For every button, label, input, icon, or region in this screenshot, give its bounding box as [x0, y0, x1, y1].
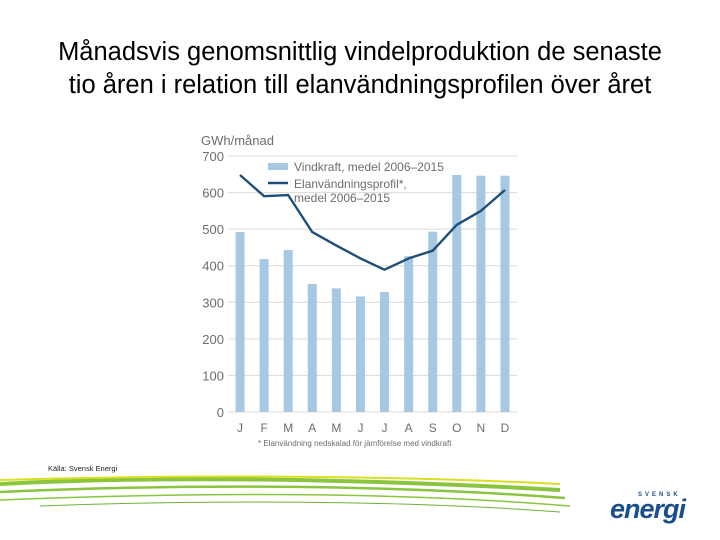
x-tick-label: J — [237, 421, 243, 435]
consumption-line — [239, 174, 506, 271]
bar — [259, 259, 269, 412]
x-tick-label: S — [429, 421, 437, 435]
bar — [235, 232, 245, 412]
chart-footnote: * Elanvändning nedskalad för jämförelse … — [258, 439, 452, 448]
bar — [283, 249, 293, 412]
bar — [452, 175, 462, 412]
legend-swatch-wind — [268, 163, 288, 170]
y-tick-label: 200 — [202, 332, 224, 347]
decorative-swoosh — [0, 475, 571, 513]
x-tick-label: F — [260, 421, 267, 435]
y-tick-label: 100 — [202, 368, 224, 383]
y-tick-label: 0 — [217, 405, 224, 420]
slide-title-line-1: Månadsvis genomsnittlig vindelproduktion… — [58, 38, 662, 66]
bar — [355, 296, 365, 412]
x-tick-label: N — [477, 421, 486, 435]
x-tick-label: A — [308, 421, 316, 435]
bar — [307, 284, 317, 412]
legend-label-consumption-line-1: Elanvändningsprofil*, — [294, 177, 407, 191]
slide-title: Månadsvis genomsnittlig vindelproduktion… — [0, 36, 720, 102]
x-tick-label: M — [283, 421, 293, 435]
x-tick-label: J — [357, 421, 363, 435]
y-tick-label: 400 — [202, 259, 224, 274]
legend-label-wind: Vindkraft, medel 2006–2015 — [294, 160, 444, 174]
bar — [428, 231, 438, 412]
y-tick-label: 300 — [202, 295, 224, 310]
x-tick-label: J — [382, 421, 388, 435]
svensk-energi-logo: SVENSK energi — [604, 492, 700, 526]
y-tick-label: 700 — [202, 149, 224, 164]
x-tick-label: D — [501, 421, 510, 435]
bar — [476, 175, 486, 412]
legend-label-consumption-line-2: medel 2006–2015 — [294, 191, 390, 205]
x-tick-label: O — [452, 421, 461, 435]
x-tick-label: M — [331, 421, 341, 435]
source-note: Källa: Svensk Energi — [48, 464, 118, 473]
y-tick-label: 600 — [202, 186, 224, 201]
bar — [380, 292, 390, 412]
y-tick-label: 500 — [202, 222, 224, 237]
x-tick-label: A — [405, 421, 413, 435]
y-axis-label: GWh/månad — [201, 133, 274, 148]
logo-top-text: SVENSK — [638, 492, 681, 498]
bar — [404, 256, 414, 412]
logo-main-text: energi — [610, 494, 686, 524]
bar — [500, 175, 510, 412]
slide-title-line-2: tio åren i relation till elanvändningspr… — [68, 71, 652, 99]
bar — [331, 288, 341, 412]
